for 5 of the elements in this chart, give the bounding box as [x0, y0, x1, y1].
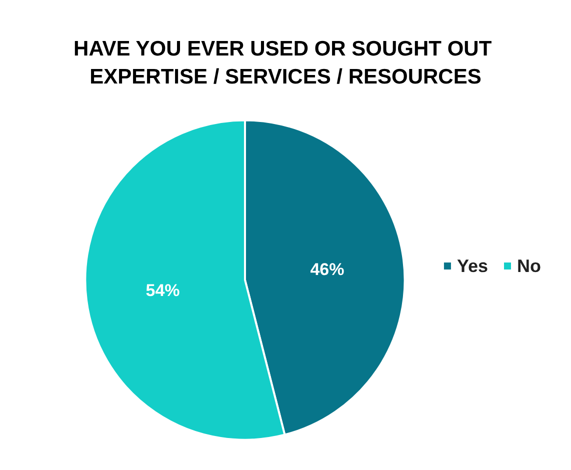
data-label: 46% — [310, 260, 344, 280]
legend-label: No — [517, 256, 542, 276]
chart-title: HAVE YOU EVER USED OR SOUGHT OUT EXPERTISE / SERVICES / RESOURCES — [74, 38, 498, 88]
data-label: 54% — [146, 280, 180, 300]
legend-label: Yes — [456, 256, 488, 276]
